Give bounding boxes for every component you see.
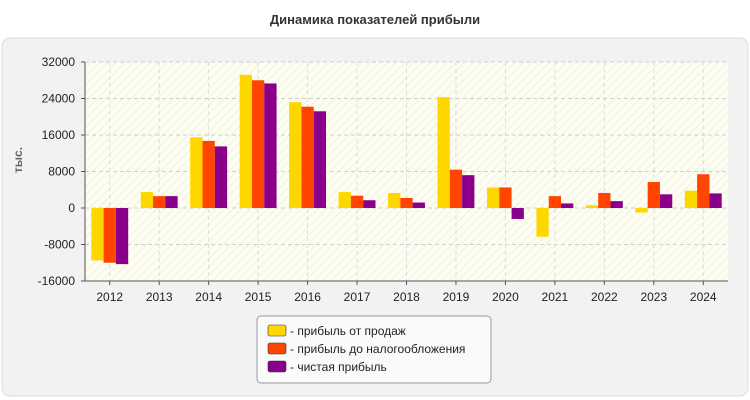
legend-label: - прибыль до налогообложения [290, 342, 465, 356]
legend: - прибыль от продаж - прибыль до налогооб… [256, 315, 492, 384]
y-tick-label: 16000 [42, 128, 76, 142]
bar [202, 140, 215, 208]
y-tick-label: 8000 [48, 165, 75, 179]
x-tick-labels: 2012 2013 2014 2015 2016 2017 2018 2019 2020 2021… [96, 281, 717, 304]
legend-swatch [267, 324, 287, 337]
bar [412, 202, 425, 208]
x-tick-label: 2022 [591, 290, 618, 304]
y-tick-label: 32000 [42, 55, 76, 69]
chart-title: Динамика показателей прибыли [270, 12, 480, 27]
bar [165, 196, 178, 208]
bar [251, 80, 265, 208]
x-tick-label: 2021 [542, 290, 569, 304]
x-tick-label: 2013 [146, 290, 173, 304]
bar [153, 196, 166, 208]
bar [684, 190, 698, 208]
bar [585, 205, 599, 208]
bar [190, 137, 203, 208]
bar [313, 111, 327, 208]
bar [264, 83, 277, 208]
legend-swatch [267, 360, 287, 373]
y-tick-label: -16000 [38, 274, 76, 288]
y-tick-label: 24000 [42, 92, 76, 106]
legend-swatch [267, 342, 287, 355]
bar [548, 196, 562, 208]
bar [239, 74, 252, 209]
x-tick-label: 2019 [443, 290, 470, 304]
bar [561, 203, 574, 208]
bar [400, 197, 413, 208]
bar [350, 195, 364, 208]
bar [449, 169, 463, 208]
bar [709, 193, 722, 208]
bar [511, 208, 524, 219]
bar [140, 192, 154, 208]
x-tick-label: 2024 [690, 290, 717, 304]
x-tick-label: 2012 [96, 290, 123, 304]
bar [697, 174, 710, 208]
y-tick-label: -8000 [44, 238, 75, 252]
bar [647, 181, 660, 208]
bar [388, 192, 401, 208]
bar [486, 187, 500, 208]
bar [659, 194, 673, 208]
legend-label: - чистая прибыль [290, 360, 387, 374]
bar [363, 200, 376, 208]
x-tick-label: 2016 [294, 290, 321, 304]
bar [115, 208, 129, 265]
bar [462, 175, 475, 208]
legend-box [256, 315, 492, 384]
bar [598, 192, 611, 208]
bars [91, 74, 722, 265]
bar [338, 192, 351, 208]
x-tick-label: 2015 [245, 290, 272, 304]
bar [289, 102, 302, 208]
bar [301, 106, 314, 208]
legend-label: - прибыль от продаж [290, 324, 406, 338]
bar [91, 208, 104, 261]
bar [536, 208, 549, 237]
bar [103, 208, 116, 263]
y-axis-label: тыс. [11, 147, 25, 173]
y-tick-label: 0 [68, 201, 75, 215]
bar [635, 208, 648, 213]
bar [610, 201, 623, 208]
x-tick-label: 2018 [393, 290, 420, 304]
y-tick-labels: 32000 24000 16000 8000 0 -8000 -16000 [38, 55, 85, 288]
x-tick-label: 2023 [640, 290, 667, 304]
bar [214, 146, 228, 208]
x-tick-label: 2020 [492, 290, 519, 304]
bar [437, 97, 450, 208]
x-tick-label: 2017 [344, 290, 371, 304]
bar [499, 187, 512, 208]
x-tick-label: 2014 [195, 290, 222, 304]
